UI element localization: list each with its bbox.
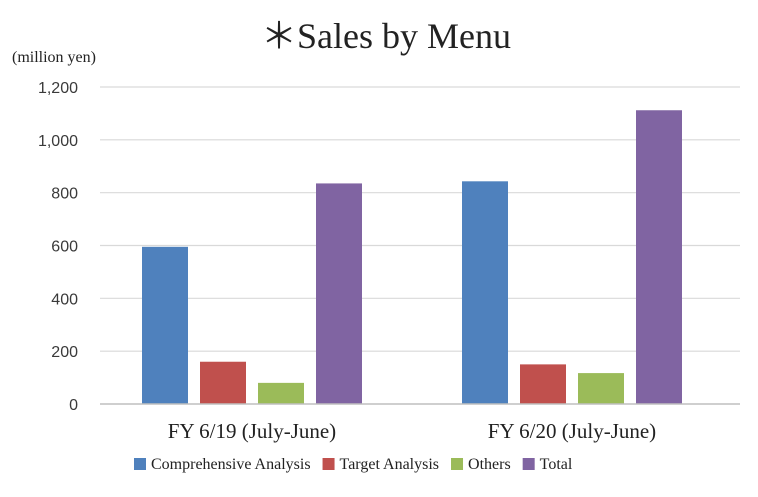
y-tick-label: 0 xyxy=(69,397,78,414)
legend-label: Target Analysis xyxy=(340,456,439,473)
legend-label: Total xyxy=(540,456,573,473)
legend-item: Comprehensive Analysis xyxy=(134,456,311,473)
x-axis-categories: FY 6/19 (July-June) FY 6/20 (July-June) xyxy=(168,419,656,443)
legend-label: Comprehensive Analysis xyxy=(151,456,311,473)
x-category-label: FY 6/19 (July-June) xyxy=(168,419,336,443)
y-tick-label: 1,000 xyxy=(38,133,78,150)
y-tick-label: 800 xyxy=(51,186,78,203)
bar-target-analysis xyxy=(520,364,566,404)
bar-others xyxy=(578,373,624,404)
y-tick-label: 400 xyxy=(51,291,78,308)
legend-swatch xyxy=(134,458,146,470)
legend-swatch xyxy=(322,458,335,470)
y-tick-label: 200 xyxy=(51,344,78,361)
y-tick-label: 1,200 xyxy=(38,80,78,97)
legend-item: Total xyxy=(522,456,573,473)
bar-total xyxy=(316,183,362,404)
chart-title: ＊Sales by Menu xyxy=(261,16,511,56)
legend-item: Others xyxy=(451,456,511,473)
bar-target-analysis xyxy=(200,361,246,404)
x-category-label: FY 6/20 (July-June) xyxy=(488,419,656,443)
gridlines xyxy=(100,86,740,352)
legend-label: Others xyxy=(468,456,511,473)
bar-comprehensive-analysis xyxy=(142,246,188,404)
bar-total xyxy=(636,110,682,404)
unit-label: (million yen) xyxy=(12,49,96,66)
y-axis-ticks: 0 200 400 600 800 1,000 1,200 xyxy=(38,80,78,414)
bar-comprehensive-analysis xyxy=(462,181,508,404)
legend-swatch xyxy=(451,458,464,470)
legend: Comprehensive Analysis Target Analysis Oth… xyxy=(134,456,573,473)
y-tick-label: 600 xyxy=(51,239,78,256)
bar-others xyxy=(258,382,304,404)
legend-swatch xyxy=(522,458,535,470)
legend-item: Target Analysis xyxy=(322,456,439,473)
bars xyxy=(142,110,682,404)
